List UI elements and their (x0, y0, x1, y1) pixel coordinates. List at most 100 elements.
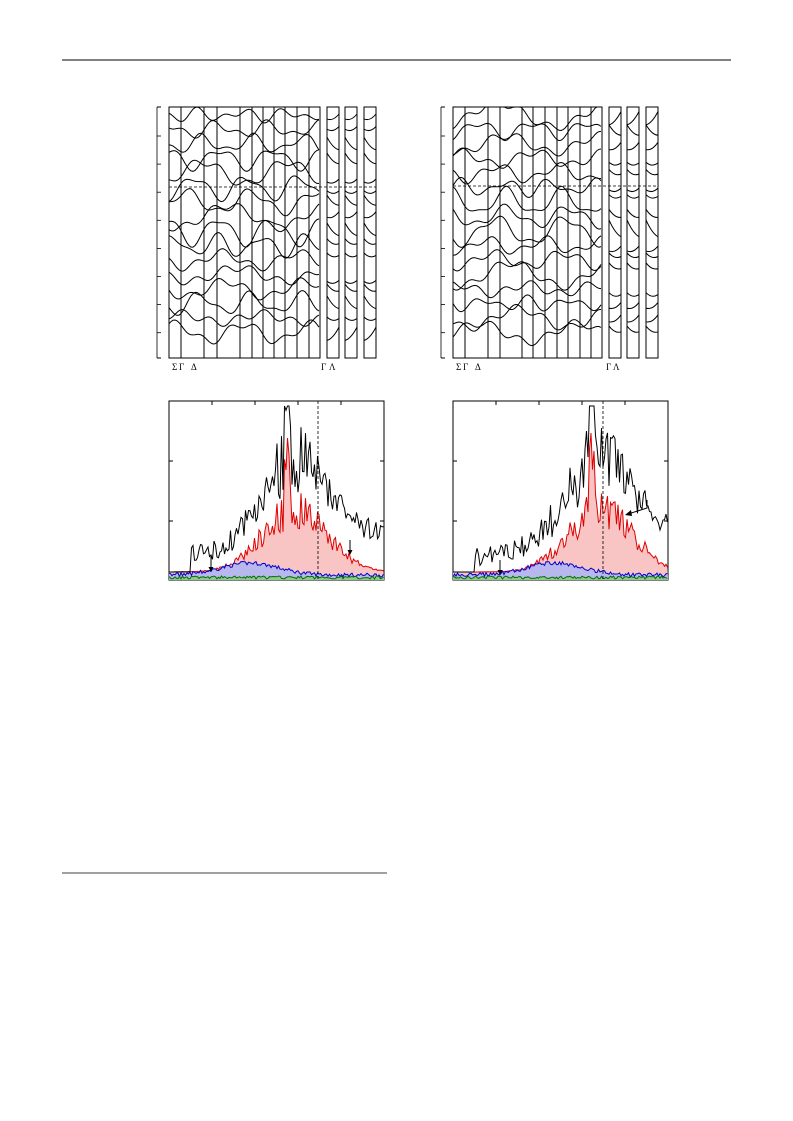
band-curve (168, 203, 320, 233)
band-curve (645, 161, 659, 166)
band-curve (645, 262, 659, 270)
arrowhead (497, 570, 503, 575)
band-curve (363, 222, 377, 237)
band-curve (326, 194, 340, 206)
band-curve (645, 169, 659, 176)
band-curve (608, 252, 622, 259)
band-curve (326, 252, 340, 258)
band-curve (168, 119, 320, 139)
band-curve (626, 124, 640, 136)
band-curve (626, 292, 640, 297)
band-curve (608, 262, 622, 270)
band-curve (363, 113, 377, 121)
band-panel (363, 106, 377, 359)
band-curve (363, 283, 377, 292)
band-curve (168, 218, 320, 248)
band-curve (168, 265, 320, 286)
band-curve (168, 290, 320, 316)
dos-blue (168, 560, 384, 578)
band-curve (452, 176, 602, 199)
k-label: Γ (606, 362, 611, 372)
band-curve (363, 194, 377, 206)
band-curve (326, 136, 340, 151)
band-curve (326, 316, 340, 321)
band-curve (645, 142, 659, 151)
arrow (627, 500, 648, 515)
band-curve (363, 316, 377, 321)
band-curve (344, 295, 358, 309)
band-curve (168, 188, 320, 217)
band-curve (608, 314, 622, 323)
band-curve (344, 152, 358, 165)
band-curve (608, 209, 622, 218)
band-curve (326, 113, 340, 121)
band-curve (452, 185, 602, 212)
k-label: Δ (191, 362, 197, 372)
band-curve (344, 178, 358, 184)
band-curve (168, 232, 320, 259)
band-curve (608, 187, 622, 193)
band-curve (344, 238, 358, 245)
band-curve (626, 111, 640, 126)
band-curve (452, 147, 602, 169)
band-curve (608, 194, 622, 199)
band-curve (344, 326, 358, 341)
band-panel (608, 106, 622, 359)
dos-red-fill (453, 433, 668, 580)
band-curve (344, 252, 358, 258)
band-panel (344, 106, 358, 359)
band-panel (645, 106, 659, 359)
band-curve (452, 130, 602, 157)
band-curve (344, 126, 358, 132)
band-curve (363, 211, 377, 219)
band-curve (452, 106, 601, 132)
band-curve (363, 126, 377, 132)
band-curve (452, 280, 602, 299)
band-curve (363, 178, 377, 184)
band-curve (626, 169, 640, 176)
band-curve (452, 319, 602, 346)
k-label: Γ (321, 362, 326, 372)
band-panel (452, 106, 603, 359)
band-curve (326, 280, 340, 284)
band-panel (326, 106, 340, 359)
band-curve (626, 219, 640, 238)
band-curve (608, 302, 622, 310)
dos-blue-fill (453, 561, 668, 580)
band-curve (326, 211, 340, 219)
band-curve (645, 187, 659, 193)
band-panel (626, 106, 640, 359)
band-curve (344, 211, 358, 219)
band-curve (168, 309, 320, 327)
band-curve (363, 152, 377, 165)
band-curve (645, 219, 659, 238)
band-curve (645, 111, 659, 126)
arrowhead (625, 510, 632, 516)
band-curve (326, 283, 340, 292)
k-label: Λ (329, 362, 336, 372)
band-curve (452, 215, 602, 248)
band-curve (168, 319, 320, 345)
dos-red (169, 438, 384, 573)
k-label: Γ (179, 362, 184, 372)
band-curve (626, 245, 640, 253)
band-curve (626, 314, 640, 323)
band-curve (344, 136, 358, 151)
band-curve (626, 142, 640, 151)
band-curve (344, 194, 358, 206)
k-label: Λ (613, 362, 620, 372)
band-curve (452, 235, 602, 256)
band-curve (344, 222, 358, 237)
dos-red-fill (169, 438, 384, 580)
band-curve (452, 122, 602, 142)
band-curve (452, 303, 602, 332)
dos-green (168, 575, 384, 580)
band-curve (452, 203, 602, 230)
band-curve (452, 294, 602, 313)
band-curve (363, 280, 377, 284)
band-curve (326, 326, 340, 341)
band-curve (452, 249, 602, 272)
band-curve (363, 190, 377, 194)
dos-blue (452, 560, 668, 578)
